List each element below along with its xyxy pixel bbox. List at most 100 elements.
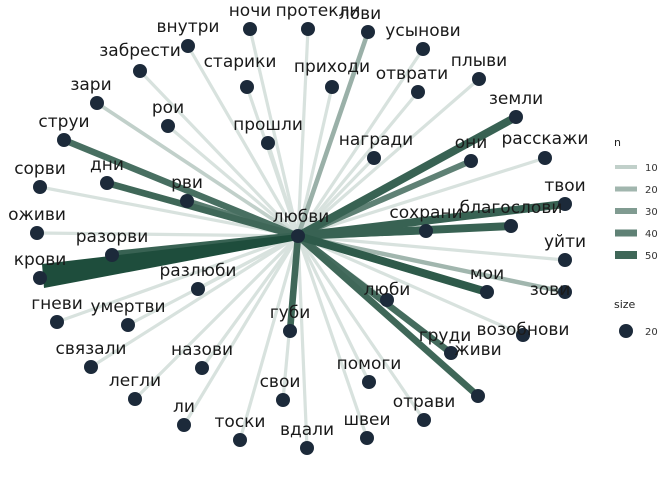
edges-layer — [36, 28, 566, 449]
label-уйти: уйти — [544, 232, 586, 252]
edge-легли — [133, 234, 300, 401]
edge-вдали — [296, 235, 309, 449]
edge-рои — [166, 124, 300, 238]
node-груди — [444, 346, 458, 360]
edge-умертви — [127, 234, 299, 327]
legend-size-title: size — [614, 298, 636, 311]
label-награди: награди — [339, 130, 413, 150]
edge-губи — [286, 235, 302, 332]
label-умертви: умертви — [90, 297, 165, 317]
label-связали: связали — [56, 339, 127, 359]
node-рви — [180, 194, 194, 208]
edge-швеи — [296, 235, 369, 439]
node-крови — [33, 271, 47, 285]
node-дни — [100, 176, 114, 190]
label-оживи: оживи — [8, 205, 66, 225]
label-возобнови: возобнови — [477, 320, 570, 340]
label-зови: зови — [530, 280, 571, 300]
node-зари — [90, 96, 104, 110]
label-плыви: плыви — [451, 51, 507, 71]
edge-протекли — [296, 28, 310, 237]
node-center — [291, 229, 305, 243]
node-мои — [480, 285, 494, 299]
node-оживи — [30, 226, 44, 240]
edge-связали — [90, 234, 299, 369]
label-легли: легли — [109, 371, 161, 391]
label-крови: крови — [14, 250, 67, 270]
label-ли: ли — [173, 397, 195, 417]
node-уйти — [558, 253, 572, 267]
legend-n-value: 30 — [645, 207, 658, 218]
label-отврати: отврати — [376, 64, 448, 84]
node-забрести — [133, 64, 147, 78]
node-легли — [128, 392, 142, 406]
label-сорви: сорви — [14, 159, 66, 179]
label-они: они — [455, 133, 488, 153]
label-center: любви — [273, 207, 330, 227]
legend-n-value: 50 — [645, 251, 658, 262]
label-мои: мои — [470, 264, 504, 284]
label-лови: лови — [339, 4, 381, 24]
label-разорви: разорви — [76, 227, 149, 247]
node-губи — [283, 324, 297, 338]
node-расскажи — [538, 151, 552, 165]
edge-внутри — [186, 45, 300, 237]
node-возобнови — [516, 328, 530, 342]
label-протекли: протекли — [276, 1, 361, 21]
edge-тоски — [238, 235, 300, 441]
edge-плыви — [296, 77, 481, 238]
node-земли — [509, 110, 523, 124]
node-помоги — [362, 375, 376, 389]
label-внутри: внутри — [157, 17, 220, 37]
edge-уйти — [297, 234, 566, 262]
edge-живи — [295, 233, 481, 399]
label-помоги: помоги — [337, 354, 402, 374]
edge-отврати — [296, 90, 420, 238]
edge-земли — [296, 113, 518, 240]
node-лови — [361, 25, 375, 39]
node-сорви — [33, 180, 47, 194]
edge-зари — [95, 101, 300, 238]
node-свои — [276, 393, 290, 407]
label-разлюби: разлюби — [160, 261, 237, 281]
label-свои: свои — [260, 372, 301, 392]
label-назови: назови — [171, 340, 233, 360]
edge-ли — [182, 235, 300, 426]
legend: n 10 20 30 40 50 size 20 — [614, 136, 658, 338]
edge-мои — [296, 232, 489, 296]
edge-прошли — [266, 142, 300, 237]
legend-n-value: 40 — [645, 229, 658, 240]
node-отврати — [411, 85, 425, 99]
edge-благослови — [297, 222, 512, 240]
node-вдали — [300, 441, 314, 455]
node-ночи — [243, 22, 257, 36]
edge-сорви — [39, 185, 299, 238]
node-назови — [195, 361, 209, 375]
label-забрести: забрести — [99, 41, 181, 61]
legend-size-value: 20 — [645, 327, 658, 338]
legend-n-value: 20 — [645, 185, 658, 196]
label-живи: живи — [454, 340, 501, 360]
node-усынови — [416, 42, 430, 56]
node-внутри — [181, 39, 195, 53]
label-струи: струи — [38, 112, 89, 132]
legend-size-symbol — [619, 324, 633, 338]
node-умертви — [121, 318, 135, 332]
edge-помоги — [296, 235, 371, 383]
label-рои: рои — [152, 98, 184, 118]
label-усынови: усынови — [385, 21, 460, 41]
edge-ночи — [248, 28, 300, 237]
edge-отрави — [296, 235, 426, 421]
node-разорви — [105, 248, 119, 262]
nodes-layer — [30, 22, 572, 455]
label-люби: люби — [364, 280, 411, 300]
label-расскажи: расскажи — [502, 129, 589, 149]
node-они — [464, 154, 478, 168]
label-губи: губи — [270, 303, 311, 323]
node-живи — [471, 389, 485, 403]
node-ли — [177, 418, 191, 432]
label-дни: дни — [90, 155, 124, 175]
node-благослови — [504, 219, 518, 233]
